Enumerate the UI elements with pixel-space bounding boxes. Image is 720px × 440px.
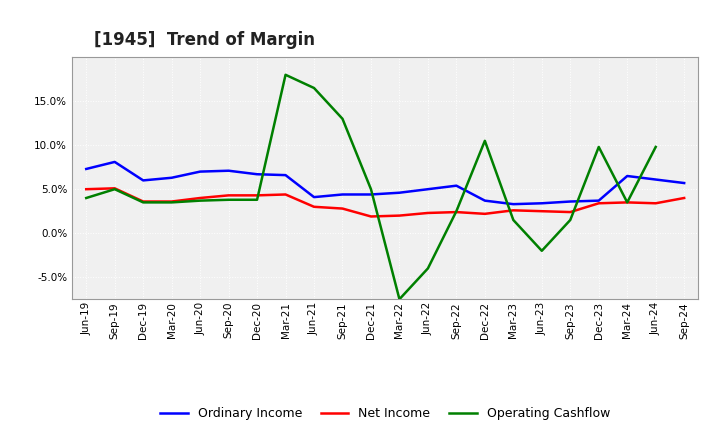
Ordinary Income — [282, 172, 290, 178]
Net Income — [338, 206, 347, 211]
Legend: Ordinary Income, Net Income, Operating Cashflow: Ordinary Income, Net Income, Operating C… — [156, 402, 615, 425]
Line: Net Income: Net Income — [86, 188, 684, 216]
Net Income — [225, 193, 233, 198]
Operating Cashflow — [310, 85, 318, 91]
Ordinary Income — [595, 198, 603, 203]
Operating Cashflow — [395, 297, 404, 302]
Ordinary Income — [338, 192, 347, 197]
Net Income — [110, 186, 119, 191]
Operating Cashflow — [338, 116, 347, 121]
Operating Cashflow — [253, 197, 261, 202]
Operating Cashflow — [623, 200, 631, 205]
Line: Ordinary Income: Ordinary Income — [86, 162, 684, 204]
Net Income — [537, 209, 546, 214]
Operating Cashflow — [167, 200, 176, 205]
Net Income — [196, 195, 204, 201]
Net Income — [423, 210, 432, 216]
Operating Cashflow — [225, 197, 233, 202]
Ordinary Income — [480, 198, 489, 203]
Operating Cashflow — [595, 144, 603, 150]
Ordinary Income — [423, 187, 432, 192]
Ordinary Income — [680, 180, 688, 186]
Net Income — [452, 209, 461, 215]
Ordinary Income — [537, 201, 546, 206]
Net Income — [253, 193, 261, 198]
Net Income — [509, 208, 518, 213]
Net Income — [652, 201, 660, 206]
Operating Cashflow — [566, 217, 575, 223]
Ordinary Income — [509, 202, 518, 207]
Net Income — [395, 213, 404, 218]
Operating Cashflow — [537, 248, 546, 253]
Net Income — [82, 187, 91, 192]
Operating Cashflow — [110, 187, 119, 192]
Operating Cashflow — [139, 200, 148, 205]
Operating Cashflow — [282, 72, 290, 77]
Net Income — [566, 209, 575, 215]
Ordinary Income — [82, 166, 91, 172]
Ordinary Income — [167, 175, 176, 180]
Ordinary Income — [623, 173, 631, 179]
Ordinary Income — [395, 190, 404, 195]
Ordinary Income — [225, 168, 233, 173]
Ordinary Income — [366, 192, 375, 197]
Net Income — [167, 199, 176, 204]
Net Income — [623, 200, 631, 205]
Ordinary Income — [253, 172, 261, 177]
Operating Cashflow — [509, 217, 518, 223]
Net Income — [139, 199, 148, 204]
Ordinary Income — [139, 178, 148, 183]
Text: [1945]  Trend of Margin: [1945] Trend of Margin — [94, 31, 315, 49]
Operating Cashflow — [366, 187, 375, 192]
Operating Cashflow — [452, 209, 461, 214]
Operating Cashflow — [652, 144, 660, 150]
Operating Cashflow — [423, 266, 432, 271]
Ordinary Income — [566, 199, 575, 204]
Line: Operating Cashflow: Operating Cashflow — [86, 75, 656, 299]
Net Income — [595, 201, 603, 206]
Net Income — [480, 211, 489, 216]
Operating Cashflow — [196, 198, 204, 203]
Net Income — [282, 192, 290, 197]
Operating Cashflow — [480, 138, 489, 143]
Net Income — [310, 204, 318, 209]
Ordinary Income — [196, 169, 204, 174]
Ordinary Income — [452, 183, 461, 188]
Ordinary Income — [310, 194, 318, 200]
Net Income — [366, 214, 375, 219]
Net Income — [680, 195, 688, 201]
Ordinary Income — [110, 159, 119, 165]
Operating Cashflow — [82, 195, 91, 201]
Ordinary Income — [652, 177, 660, 182]
